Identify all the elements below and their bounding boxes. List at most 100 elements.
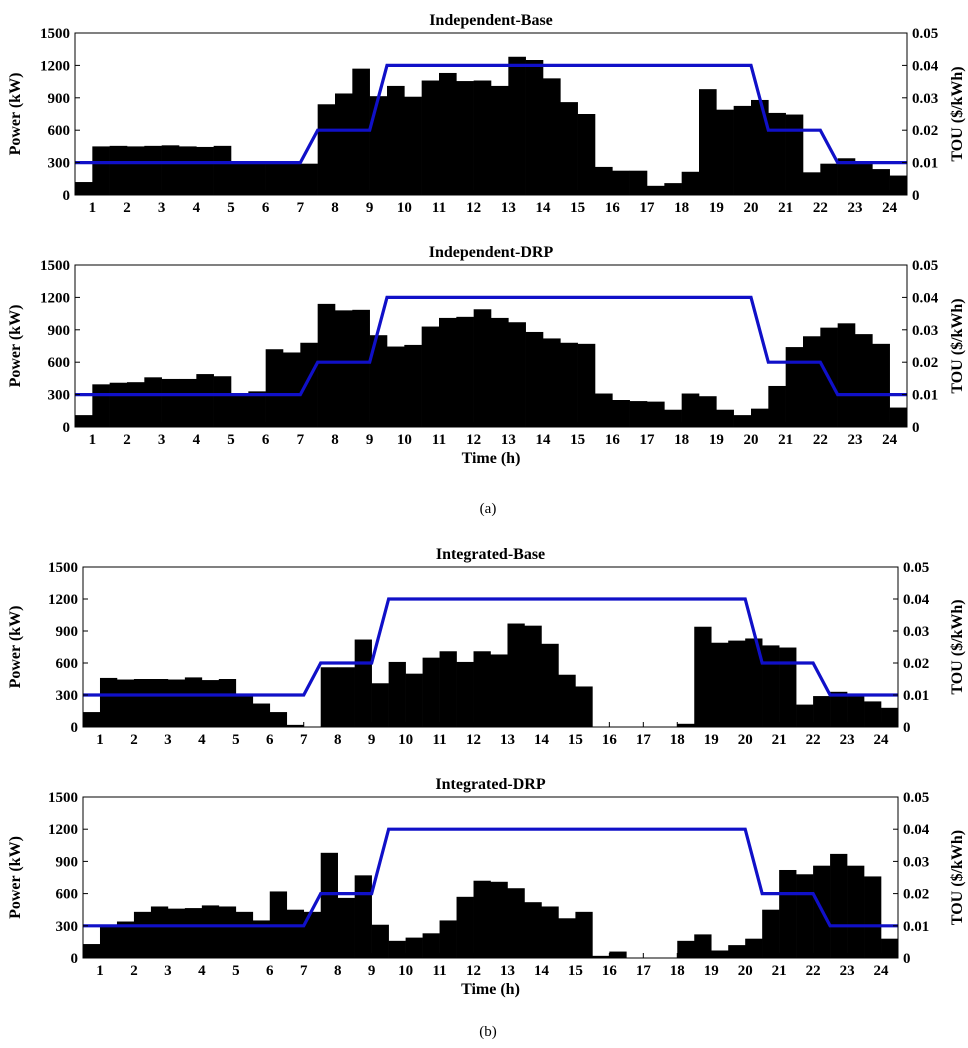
bar-38 xyxy=(716,409,734,427)
bar-28 xyxy=(543,78,561,195)
bar-7 xyxy=(179,378,197,427)
y-tick-label: 600 xyxy=(56,656,79,672)
bar-20 xyxy=(405,937,423,958)
x-tick-label: 8 xyxy=(334,963,342,979)
bar-14 xyxy=(300,163,318,195)
x-tick-label: 9 xyxy=(366,432,374,448)
x-tick-label: 24 xyxy=(874,963,890,979)
x-tick-label: 22 xyxy=(813,432,828,448)
bar-5 xyxy=(150,679,169,727)
x-tick-label: 21 xyxy=(772,963,787,979)
y-tick-label: 600 xyxy=(56,887,79,903)
bar-18 xyxy=(371,924,389,958)
bar-26 xyxy=(507,888,525,958)
bar-23 xyxy=(456,316,474,427)
bar-33 xyxy=(629,170,648,195)
bar-5 xyxy=(144,145,162,195)
x-tick-label: 2 xyxy=(123,200,131,216)
x-tick-label: 24 xyxy=(882,432,898,448)
bar-47 xyxy=(872,169,890,195)
bar-33 xyxy=(629,401,648,427)
bar-14 xyxy=(300,342,318,427)
bar-48 xyxy=(889,407,908,427)
bar-13 xyxy=(286,724,305,727)
x-tick-label: 21 xyxy=(778,200,793,216)
bar-4 xyxy=(133,679,152,727)
bar-31 xyxy=(595,166,613,195)
y-tick-label: 300 xyxy=(56,688,79,704)
bar-8 xyxy=(201,680,220,727)
y2-tick-label: 0.01 xyxy=(903,688,929,704)
bar-17 xyxy=(352,309,370,427)
x-tick-label: 12 xyxy=(466,432,481,448)
y2-tick-label: 0 xyxy=(903,951,911,967)
bar-25 xyxy=(490,881,508,958)
bar-3 xyxy=(109,382,128,427)
y2-axis-label: TOU ($/kWh) xyxy=(949,298,966,393)
y2-tick-label: 0.03 xyxy=(912,91,938,107)
bar-16 xyxy=(337,897,355,958)
bar-37 xyxy=(699,89,717,195)
bar-28 xyxy=(541,906,559,958)
bar-47 xyxy=(864,701,882,727)
y-tick-label: 1500 xyxy=(40,26,70,42)
y-axis-label: Power (kW) xyxy=(7,305,24,388)
bar-29 xyxy=(560,102,578,195)
y2-tick-label: 0.01 xyxy=(912,388,938,404)
y-tick-label: 1200 xyxy=(40,58,70,74)
bar-29 xyxy=(558,918,576,958)
bar-48 xyxy=(881,938,899,958)
x-tick-label: 16 xyxy=(605,200,621,216)
y-tick-label: 1200 xyxy=(40,290,70,306)
x-tick-label: 16 xyxy=(602,963,618,979)
y2-tick-label: 0 xyxy=(912,188,920,204)
bar-38 xyxy=(711,642,729,727)
caption-a: (a) xyxy=(480,501,497,517)
y-tick-label: 0 xyxy=(71,951,79,967)
bar-16 xyxy=(337,667,355,727)
x-tick-label: 16 xyxy=(602,732,618,748)
caption-b: (b) xyxy=(479,1024,497,1040)
bar-3 xyxy=(116,921,135,958)
x-axis-label: Time (h) xyxy=(461,981,520,998)
bar-6 xyxy=(161,378,180,427)
bar-35 xyxy=(664,409,682,427)
bar-37 xyxy=(694,626,712,727)
bar-32 xyxy=(612,400,630,427)
bar-38 xyxy=(711,950,729,958)
chart-title: Independent-DRP xyxy=(429,244,554,261)
bar-13 xyxy=(286,909,305,958)
y-tick-label: 900 xyxy=(56,854,79,870)
bar-46 xyxy=(855,334,873,427)
bar-19 xyxy=(387,85,405,195)
bar-12 xyxy=(265,349,284,427)
x-tick-label: 1 xyxy=(96,963,104,979)
bar-32 xyxy=(609,951,627,958)
x-tick-label: 10 xyxy=(397,432,412,448)
x-tick-label: 19 xyxy=(704,732,719,748)
bar-45 xyxy=(830,853,848,958)
bar-42 xyxy=(785,347,804,427)
bar-28 xyxy=(543,338,561,427)
bar-20 xyxy=(404,96,422,195)
bar-46 xyxy=(847,696,865,727)
x-tick-label: 3 xyxy=(164,732,172,748)
x-tick-label: 7 xyxy=(300,732,308,748)
x-tick-label: 15 xyxy=(570,432,585,448)
x-tick-label: 7 xyxy=(297,432,305,448)
bar-27 xyxy=(524,902,542,958)
bar-42 xyxy=(779,647,797,727)
bar-7 xyxy=(179,146,197,195)
bar-41 xyxy=(768,385,786,427)
x-tick-label: 3 xyxy=(158,200,166,216)
bar-8 xyxy=(201,905,220,958)
y2-tick-label: 0.02 xyxy=(903,656,929,672)
x-tick-label: 2 xyxy=(130,963,138,979)
bar-42 xyxy=(785,114,804,195)
y-axis-label: Power (kW) xyxy=(7,606,24,689)
bar-22 xyxy=(439,651,457,727)
bar-23 xyxy=(456,661,474,727)
y-tick-label: 0 xyxy=(63,188,71,204)
bar-21 xyxy=(422,933,440,958)
